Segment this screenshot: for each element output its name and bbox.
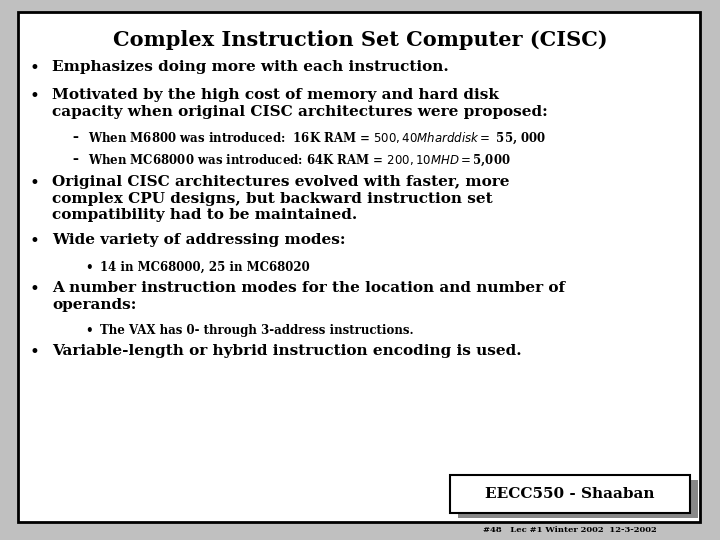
Text: •: • xyxy=(30,281,40,298)
Text: A number instruction modes for the location and number of
operands:: A number instruction modes for the locat… xyxy=(52,281,565,312)
Text: Wide variety of addressing modes:: Wide variety of addressing modes: xyxy=(52,233,346,247)
Text: When MC68000 was introduced: 64K RAM = $200, 10M HD = $5,000: When MC68000 was introduced: 64K RAM = $… xyxy=(88,153,510,168)
Text: •: • xyxy=(30,60,40,77)
Text: The VAX has 0- through 3-address instructions.: The VAX has 0- through 3-address instruc… xyxy=(100,324,413,337)
Text: •: • xyxy=(85,261,93,274)
FancyBboxPatch shape xyxy=(458,480,698,518)
Text: –: – xyxy=(72,153,78,166)
Text: EECC550 - Shaaban: EECC550 - Shaaban xyxy=(485,487,654,501)
Text: •: • xyxy=(30,344,40,361)
FancyBboxPatch shape xyxy=(450,475,690,513)
Text: •: • xyxy=(30,88,40,105)
FancyBboxPatch shape xyxy=(18,12,700,522)
Text: 14 in MC68000, 25 in MC68020: 14 in MC68000, 25 in MC68020 xyxy=(100,261,310,274)
Text: Complex Instruction Set Computer (CISC): Complex Instruction Set Computer (CISC) xyxy=(113,30,607,50)
Text: #48   Lec #1 Winter 2002  12-3-2002: #48 Lec #1 Winter 2002 12-3-2002 xyxy=(483,526,657,534)
Text: Original CISC architectures evolved with faster, more
complex CPU designs, but b: Original CISC architectures evolved with… xyxy=(52,175,510,222)
Text: Variable-length or hybrid instruction encoding is used.: Variable-length or hybrid instruction en… xyxy=(52,344,521,358)
Text: When M6800 was introduced:  16K RAM = $500, 40M hard disk = $ 55, 000: When M6800 was introduced: 16K RAM = $50… xyxy=(88,131,546,146)
Text: •: • xyxy=(85,324,93,337)
Text: Emphasizes doing more with each instruction.: Emphasizes doing more with each instruct… xyxy=(52,60,449,74)
Text: Motivated by the high cost of memory and hard disk
capacity when original CISC a: Motivated by the high cost of memory and… xyxy=(52,88,548,119)
Text: •: • xyxy=(30,233,40,250)
Text: –: – xyxy=(72,131,78,144)
Text: •: • xyxy=(30,175,40,192)
